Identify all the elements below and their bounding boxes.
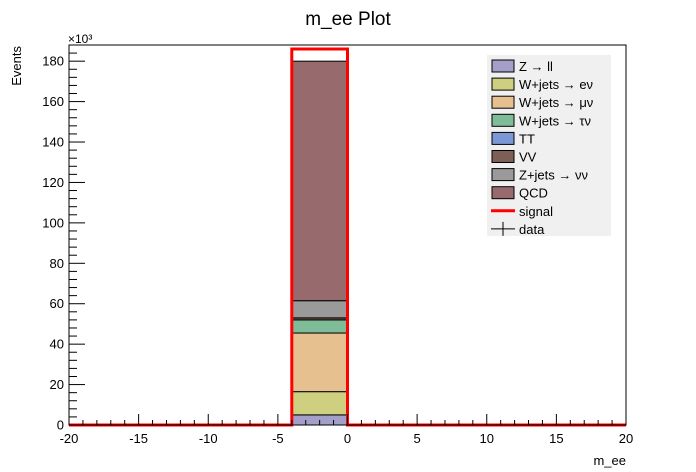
y-multiplier-label: ×10³ (68, 32, 92, 46)
axis-ticks: -20 -15 -10 -5 0 5 10 15 20 0 20 40 60 80 100 120 140 160… (42, 44, 633, 446)
y-tick-label: 80 (50, 256, 64, 271)
x-tick-label: 20 (619, 431, 633, 446)
y-tick-label: 160 (42, 94, 64, 109)
legend-label: TT (519, 131, 535, 146)
x-axis-label: m_ee (593, 453, 626, 468)
y-axis-label: Events (9, 46, 24, 86)
legend-swatch (491, 168, 515, 182)
stack-bar-6 (291, 300, 348, 319)
legend-swatch (491, 186, 515, 200)
x-tick-label: 5 (414, 431, 421, 446)
chart-title: m_ee Plot (305, 9, 391, 30)
y-tick-label: 120 (42, 175, 64, 190)
y-tick-label: 40 (50, 337, 64, 352)
x-tick-label: 0 (344, 431, 351, 446)
legend-label: QCD (519, 186, 548, 201)
legend-label: W+jets → μν (519, 95, 593, 110)
legend-label: VV (519, 150, 537, 165)
legend-swatch (491, 150, 515, 163)
legend: Z → ll W+jets → eν W+jets → μν W+jets → τν T… (487, 55, 611, 237)
stack-bar-1 (291, 391, 348, 416)
legend-label: data (519, 222, 545, 237)
stack-bar-3 (291, 319, 348, 334)
x-tick-label: 15 (549, 431, 563, 446)
x-tick-label: -10 (199, 431, 218, 446)
legend-swatch (491, 95, 515, 109)
x-tick-label: 10 (480, 431, 494, 446)
y-tick-label: 0 (57, 418, 64, 433)
legend-swatch (491, 77, 515, 91)
legend-label: W+jets → τν (519, 113, 591, 128)
y-tick-label: 100 (42, 215, 64, 230)
stacked-bars (291, 60, 348, 426)
y-tick-label: 20 (50, 377, 64, 392)
x-tick-label: -5 (272, 431, 284, 446)
x-tick-label: -20 (60, 431, 79, 446)
legend-label: W+jets → eν (519, 77, 593, 92)
x-tick-label: -15 (129, 431, 148, 446)
y-tick-label: 140 (42, 135, 64, 150)
y-tick-label: 180 (42, 54, 64, 69)
stack-bar-7 (291, 60, 348, 302)
legend-label: signal (519, 204, 553, 219)
stack-bar-2 (291, 332, 348, 393)
legend-label: Z+jets → νν (519, 168, 588, 183)
y-tick-label: 60 (50, 296, 64, 311)
legend-swatch (491, 113, 515, 127)
legend-swatch (491, 59, 515, 73)
legend-label: Z → ll (519, 59, 553, 74)
legend-swatch (491, 131, 515, 145)
